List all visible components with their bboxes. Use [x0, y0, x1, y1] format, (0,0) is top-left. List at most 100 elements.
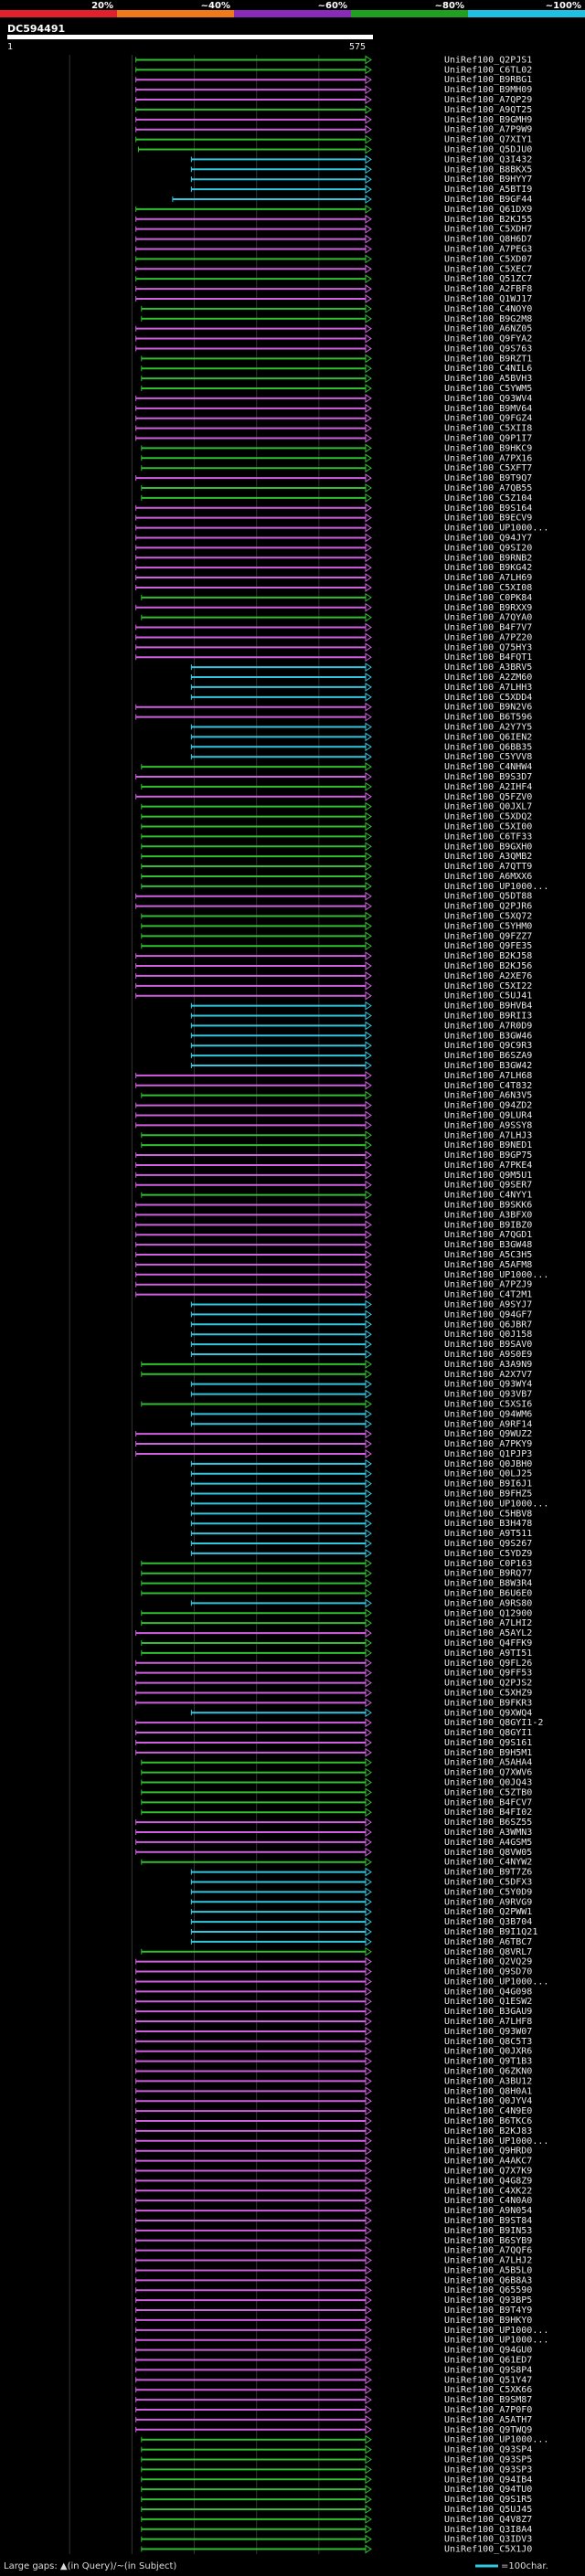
hit-label[interactable]: UniRef100_A2Y7Y5 — [444, 723, 532, 733]
hit-label[interactable]: UniRef100_B6SYB9 — [444, 2236, 532, 2246]
hit-label[interactable]: UniRef100_Q93SP3 — [444, 2465, 532, 2475]
hit-row[interactable]: UniRef100_B4FQT1 — [135, 652, 533, 663]
hit-label[interactable]: UniRef100_Q6JBR7 — [444, 1320, 532, 1330]
hit-label[interactable]: UniRef100_A7P9W9 — [444, 125, 532, 135]
hit-label[interactable]: UniRef100_A5ATH7 — [444, 2415, 532, 2425]
hit-row[interactable]: UniRef100_A7QP29 — [135, 95, 533, 105]
hit-row[interactable]: UniRef100_C5XDQ2 — [141, 812, 533, 822]
hit-row[interactable]: UniRef100_Q9TWQ9 — [135, 2425, 533, 2435]
hit-label[interactable]: UniRef100_Q12900 — [444, 1608, 532, 1618]
hit-label[interactable]: UniRef100_Q6ZKN0 — [444, 2067, 532, 2077]
hit-row[interactable]: UniRef100_A9TI51 — [141, 1648, 533, 1659]
hit-label[interactable]: UniRef100_A5B5L0 — [444, 2265, 532, 2275]
hit-row[interactable]: UniRef100_A9RS80 — [190, 1598, 532, 1608]
hit-label[interactable]: UniRef100_A7P0F0 — [444, 2405, 532, 2415]
hit-row[interactable]: UniRef100_B9ST84 — [135, 2216, 533, 2226]
hit-row[interactable]: UniRef100_A9T511 — [190, 1529, 532, 1539]
hit-row[interactable]: UniRef100_B4FI02 — [141, 1807, 533, 1818]
hit-row[interactable]: UniRef100_B9S3D7 — [135, 772, 533, 782]
hit-row[interactable]: UniRef100_C5XHZ9 — [135, 1688, 533, 1698]
hit-row[interactable]: UniRef100_Q9XWQ4 — [190, 1708, 532, 1718]
hit-label[interactable]: UniRef100_Q51ZC7 — [444, 274, 532, 284]
hit-row[interactable]: UniRef100_C4N0A0 — [135, 2196, 533, 2206]
hit-row[interactable]: UniRef100_Q0JXR6 — [135, 2047, 533, 2057]
hit-label[interactable]: UniRef100_Q5DJU0 — [444, 145, 532, 155]
hit-label[interactable]: UniRef100_Q93WY4 — [444, 1380, 532, 1390]
hit-row[interactable]: UniRef100_B6SYB9 — [135, 2236, 533, 2246]
hit-row[interactable]: UniRef100_Q9FYA2 — [135, 334, 533, 345]
hit-row[interactable]: UniRef100_B9HVB4 — [190, 1002, 532, 1012]
hit-row[interactable]: UniRef100_Q5UJ45 — [141, 2505, 533, 2515]
hit-label[interactable]: UniRef100_A3BFX0 — [444, 1210, 532, 1220]
hit-label[interactable]: UniRef100_B9T4Y9 — [444, 2306, 532, 2316]
hit-row[interactable]: UniRef100_B6SZA9 — [190, 1051, 532, 1061]
hit-row[interactable]: UniRef100_Q93WY4 — [190, 1380, 532, 1390]
hit-row[interactable]: UniRef100_Q5DT88 — [135, 892, 533, 902]
hit-label[interactable]: UniRef100_C4NYY1 — [444, 1191, 532, 1201]
hit-label[interactable]: UniRef100_A5C3H5 — [444, 1250, 532, 1260]
hit-label[interactable]: UniRef100_C5XI08 — [444, 583, 532, 593]
hit-row[interactable]: UniRef100_A2ZM60 — [190, 673, 532, 683]
hit-row[interactable]: UniRef100_Q93W07 — [135, 2027, 533, 2037]
hit-label[interactable]: UniRef100_Q2VQ29 — [444, 1957, 532, 1967]
hit-label[interactable]: UniRef100_A7R0D9 — [444, 1021, 532, 1031]
hit-row[interactable]: UniRef100_Q5DJU0 — [137, 145, 532, 155]
hit-row[interactable]: UniRef100_Q7X7K9 — [135, 2166, 533, 2176]
hit-label[interactable]: UniRef100_Q75HY3 — [444, 642, 532, 652]
hit-row[interactable]: UniRef100_Q9S763 — [135, 344, 533, 354]
hit-row[interactable]: UniRef100_C5YWM5 — [141, 384, 533, 394]
hit-row[interactable]: UniRef100_Q93BP5 — [135, 2295, 533, 2306]
hit-row[interactable]: UniRef100_Q94WM6 — [190, 1409, 532, 1419]
hit-row[interactable]: UniRef100_Q9SI20 — [135, 543, 533, 553]
hit-label[interactable]: UniRef100_B8BKX5 — [444, 164, 532, 175]
hit-label[interactable]: UniRef100_B9MH09 — [444, 85, 532, 95]
hit-label[interactable]: UniRef100_A9TI51 — [444, 1648, 532, 1659]
hit-label[interactable]: UniRef100_A7QTT9 — [444, 862, 532, 872]
hit-label[interactable]: UniRef100_A9RS80 — [444, 1598, 532, 1608]
hit-row[interactable]: UniRef100_A7LHI2 — [141, 1618, 533, 1628]
hit-row[interactable]: UniRef100_A7LHJ2 — [135, 2256, 533, 2266]
hit-row[interactable]: UniRef100_Q94ZD2 — [135, 1101, 533, 1111]
hit-label[interactable]: UniRef100_B6TKC6 — [444, 2116, 532, 2126]
hit-row[interactable]: UniRef100_Q4FFK9 — [141, 1638, 533, 1648]
hit-label[interactable]: UniRef100_C5XK66 — [444, 2385, 532, 2395]
hit-label[interactable]: UniRef100_Q9S267 — [444, 1539, 532, 1549]
hit-row[interactable]: UniRef100_Q0LJ25 — [190, 1469, 532, 1479]
hit-row[interactable]: UniRef100_Q7XIY1 — [135, 135, 533, 145]
hit-row[interactable]: UniRef100_B9HKY0 — [135, 2316, 533, 2326]
hit-row[interactable]: UniRef100_Q93SP3 — [141, 2465, 533, 2475]
hit-label[interactable]: UniRef100_Q9S8P4 — [444, 2365, 532, 2375]
hit-row[interactable]: UniRef100_UP1000... — [135, 2136, 549, 2147]
hit-row[interactable]: UniRef100_C5DFX3 — [190, 1877, 532, 1887]
hit-row[interactable]: UniRef100_C5XSI6 — [141, 1399, 533, 1409]
hit-label[interactable]: UniRef100_A9SSY8 — [444, 1120, 532, 1130]
hit-row[interactable]: UniRef100_Q94TU0 — [141, 2485, 533, 2495]
hit-row[interactable]: UniRef100_B9GXH0 — [141, 842, 533, 852]
hit-label[interactable]: UniRef100_A7LHF8 — [444, 2017, 532, 2027]
hit-label[interactable]: UniRef100_A9QT25 — [444, 105, 532, 115]
hit-label[interactable]: UniRef100_B3GAU9 — [444, 2007, 532, 2017]
hit-label[interactable]: UniRef100_C4N0A0 — [444, 2196, 532, 2206]
hit-row[interactable]: UniRef100_B9RZT1 — [141, 354, 533, 364]
hit-label[interactable]: UniRef100_Q9SD70 — [444, 1967, 532, 1977]
hit-row[interactable]: UniRef100_B2KJ56 — [135, 961, 533, 971]
hit-row[interactable]: UniRef100_Q2PJS2 — [135, 1679, 533, 1689]
hit-row[interactable]: UniRef100_B9N2V6 — [135, 703, 533, 713]
hit-label[interactable]: UniRef100_B9RZT1 — [444, 354, 532, 364]
hit-label[interactable]: UniRef100_Q1ESW2 — [444, 1997, 532, 2007]
hit-row[interactable]: UniRef100_C4T832 — [135, 1081, 533, 1091]
hit-label[interactable]: UniRef100_A4GSM5 — [444, 1838, 532, 1848]
hit-row[interactable]: UniRef100_B9HYY7 — [190, 175, 532, 185]
hit-label[interactable]: UniRef100_B9I6J1 — [444, 1479, 532, 1489]
hit-label[interactable]: UniRef100_Q4V8Z7 — [444, 2515, 532, 2525]
hit-label[interactable]: UniRef100_A7QP29 — [444, 95, 532, 105]
hit-label[interactable]: UniRef100_C5DFX3 — [444, 1877, 532, 1887]
hit-label[interactable]: UniRef100_UP1000... — [444, 1270, 548, 1280]
hit-label[interactable]: UniRef100_Q51Y47 — [444, 2375, 532, 2385]
hit-row[interactable]: UniRef100_Q8GYI1 — [135, 1728, 533, 1738]
hit-row[interactable]: UniRef100_B6TKC6 — [135, 2116, 533, 2126]
hit-row[interactable]: UniRef100_B9GF44 — [172, 195, 532, 205]
hit-label[interactable]: UniRef100_C5YWM5 — [444, 384, 532, 394]
hit-row[interactable]: UniRef100_B9T9Q7 — [135, 473, 533, 483]
hit-row[interactable]: UniRef100_UP1000... — [135, 2336, 549, 2346]
